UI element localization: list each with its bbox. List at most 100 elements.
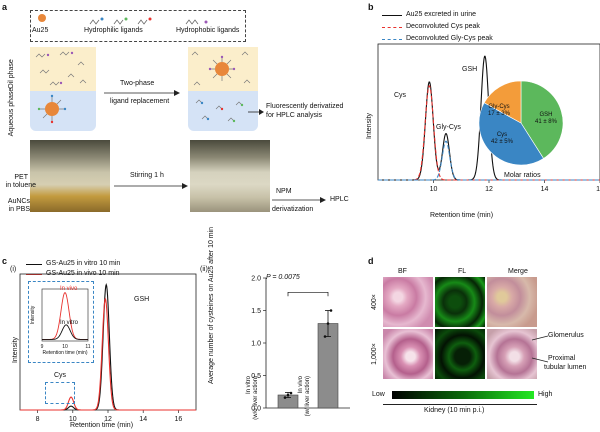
- peak-label-gsh: GSH: [462, 66, 478, 73]
- peak-label-cys-c: Cys: [54, 372, 67, 379]
- hydrophobic-ligands-label: Hydrophobic ligands: [176, 27, 240, 34]
- y-tick-label-0: 0.0: [251, 406, 261, 413]
- legend-swatch-urine: [382, 15, 402, 16]
- series-line-2: [378, 140, 600, 181]
- y-tick-label-1: 0.5: [251, 373, 261, 380]
- aqueous-phase-label: Aqueous phase: [8, 87, 15, 137]
- inset-frame: [41, 288, 89, 342]
- legend-urine: Au25 excreted in urine: [406, 11, 477, 18]
- molecules-left-icon: [35, 51, 87, 124]
- caption-divider: [383, 404, 537, 405]
- pie-label-cys: Cys 42 ± 5%: [491, 132, 513, 145]
- data-point-0-2: [289, 391, 293, 395]
- inset-label-invivo: In vivo: [60, 286, 78, 292]
- y-tick-label-3: 1.5: [251, 308, 261, 315]
- aqueous-phase-layer-left: [30, 91, 96, 131]
- data-point-0-1: [286, 393, 290, 397]
- y-tick-label-4: 2.0: [251, 276, 261, 283]
- pet-label: PET: [14, 174, 28, 181]
- chart-c-i: 8 10 12 14 16: [19, 273, 197, 423]
- fl-1000x-image: [435, 329, 485, 379]
- annotation-tubular-lumen: tubular lumen: [544, 364, 587, 371]
- legend-glycys: Deconvoluted Gly-Cys peak: [406, 35, 493, 42]
- stirring-label: Stirring 1 h: [130, 172, 164, 179]
- right-arrow-icon-3: [114, 183, 188, 189]
- x-tick-label-0: 8: [36, 416, 40, 423]
- au25-icon: [38, 14, 46, 22]
- peak-label-gsh-c: GSH: [134, 296, 150, 303]
- panel-label-b: b: [368, 2, 374, 12]
- inset-label-invitro: In vitro: [60, 320, 79, 326]
- pie-slice-gly-cys: [483, 80, 522, 124]
- y-tick-label-2: 1.0: [251, 341, 261, 348]
- p-value: P = 0.0075: [266, 274, 300, 281]
- inset-x-tick-0: 9: [41, 344, 44, 350]
- sub-label-i: (i): [10, 266, 17, 273]
- legend-swatch-invitro: [26, 264, 42, 265]
- annotation-glomerulus: Glomerulus: [548, 332, 584, 339]
- significance-bracket: [287, 291, 329, 297]
- two-phase-label: Two-phase: [120, 80, 155, 87]
- pie-slice-cys: [478, 102, 544, 166]
- right-arrow-icon: [104, 90, 180, 96]
- ligand-legend-box: [30, 10, 246, 42]
- pie-caption: Molar ratios: [504, 172, 541, 179]
- x-tick-label-0: 10: [430, 186, 438, 193]
- legend-invitro: GS-Au25 in vitro 10 min: [46, 260, 121, 267]
- x-tick-label-1: 10: [69, 416, 77, 423]
- sub-label-ii: (ii): [200, 266, 208, 273]
- peak-label-glycys: Gly-Cys: [436, 124, 461, 131]
- inset-x-tick-2: 11: [85, 344, 90, 350]
- hplc-label: HPLC: [330, 196, 349, 203]
- chart-b-xlabel: Retention time (min): [430, 212, 494, 219]
- hplc-analysis-label: for HPLC analysis: [266, 112, 323, 119]
- merge-1000x-image: [487, 329, 537, 379]
- legend-swatch-invivo: [26, 274, 42, 275]
- x-tick-label-3: 14: [139, 416, 147, 423]
- bar-xlabel-2: In vivo (w/ liver action): [298, 376, 311, 417]
- chart-c-ii-ylabel: Average number of cysteines on Au25 afte…: [208, 226, 215, 384]
- bf-400x-image: [383, 277, 433, 327]
- auncs-label: AuNCs: [7, 198, 30, 205]
- right-arrow-icon-2: [248, 109, 264, 115]
- panel-label-c: c: [2, 256, 8, 266]
- legend-invivo: GS-Au25 in vivo 10 min: [46, 270, 120, 277]
- merge-400x-image: [487, 277, 537, 327]
- right-arrow-icon-4: [272, 197, 326, 203]
- derivatization-label: derivatization: [272, 206, 314, 213]
- fl-400x-image: [435, 277, 485, 327]
- row-label-400x: 400×: [371, 294, 378, 310]
- npm-label: NPM: [276, 188, 292, 195]
- pie-label-glycys: Gly-Cys 17 ± 3%: [488, 104, 510, 117]
- chart-b-ylabel: Intensity: [366, 112, 373, 140]
- col-label-merge: Merge: [508, 268, 528, 275]
- data-point-1-2: [329, 309, 333, 312]
- annotation-arrows: [531, 335, 549, 363]
- panel-label-d: d: [368, 256, 374, 266]
- vial-photo-before: [30, 140, 110, 212]
- panel-label-a: a: [2, 2, 8, 12]
- x-tick-label-2: 14: [541, 186, 549, 193]
- series-line-1: [20, 297, 196, 411]
- bf-1000x-image: [383, 329, 433, 379]
- pie-label-gsh: GSH 41 ± 8%: [535, 112, 557, 125]
- annotation-proximal: Proximal: [548, 355, 576, 362]
- legend-swatch-cys: [382, 27, 402, 28]
- peak-label-cys: Cys: [394, 92, 407, 99]
- legend-swatch-glycys: [382, 39, 402, 40]
- molecules-right-icon: [191, 51, 251, 123]
- colorbar-low-label: Low: [372, 391, 385, 398]
- fluorescently-label: Fluorescently derivatized: [266, 103, 344, 110]
- data-point-1-0: [323, 335, 327, 338]
- pie-chart-b: [478, 80, 564, 166]
- ligand-molecules-icon: [89, 17, 208, 25]
- data-point-0-0: [283, 396, 287, 399]
- chart-c-ii: 0.0 0.5 1.0 1.5 2.0: [251, 276, 350, 413]
- legend-cys: Deconvoluted Cys peak: [406, 23, 480, 30]
- data-point-1-1: [326, 322, 330, 325]
- ligand-replacement-label: ligand replacement: [110, 98, 170, 105]
- inset-box: [28, 281, 94, 363]
- inset-x-tick-1: 10: [62, 344, 68, 350]
- zoom-region-box: [45, 382, 75, 404]
